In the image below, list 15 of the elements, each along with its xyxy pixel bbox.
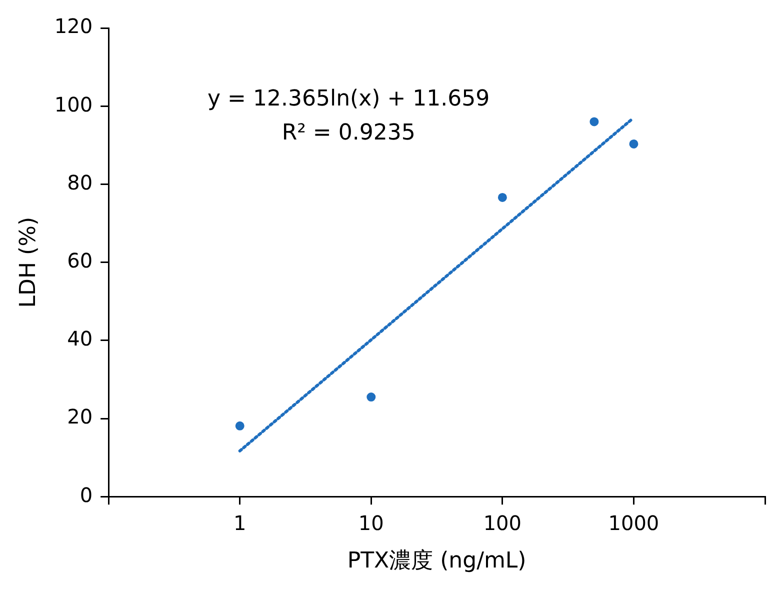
annotation: y = 12.365ln(x) + 11.659 xyxy=(208,86,490,112)
y-tick-label: 100 xyxy=(54,92,93,116)
x-axis-title: PTX濃度 (ng/mL) xyxy=(347,548,526,574)
x-tick-label: 1000 xyxy=(608,510,660,535)
y-tick-label: 40 xyxy=(67,326,93,351)
y-tick-label: 0 xyxy=(80,482,93,507)
y-axis-title: LDH (%) xyxy=(16,216,41,308)
y-tick-label: 120 xyxy=(54,14,93,38)
y-tick-label: 60 xyxy=(67,248,93,273)
annotation: R² = 0.9235 xyxy=(282,120,416,146)
x-tick-label: 100 xyxy=(483,510,522,535)
y-tick-label: 80 xyxy=(67,170,93,194)
x-tick-label: 1 xyxy=(233,510,246,535)
x-tick-label: 10 xyxy=(358,510,384,535)
y-tick-label: 20 xyxy=(67,404,93,429)
